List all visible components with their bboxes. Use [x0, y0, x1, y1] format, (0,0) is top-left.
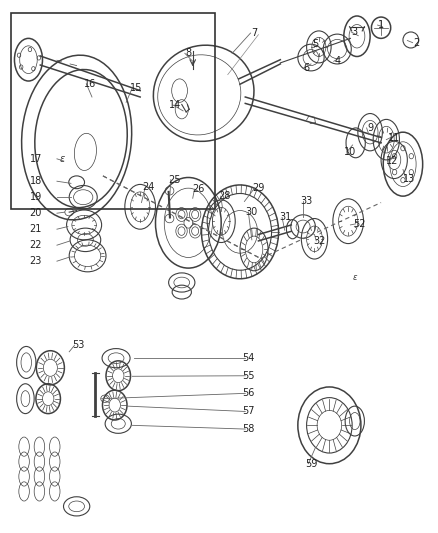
Text: ε: ε: [353, 273, 357, 281]
Text: 22: 22: [30, 240, 42, 250]
Text: 19: 19: [30, 192, 42, 202]
Text: 24: 24: [143, 182, 155, 191]
Text: 1: 1: [378, 20, 384, 30]
Text: 17: 17: [30, 154, 42, 164]
Text: 14: 14: [169, 100, 181, 110]
Text: 25: 25: [168, 175, 180, 184]
Text: 32: 32: [314, 236, 326, 246]
Text: 7: 7: [251, 28, 257, 38]
Text: 15: 15: [130, 83, 142, 93]
Text: 55: 55: [243, 371, 255, 381]
Text: 20: 20: [30, 208, 42, 218]
Text: 53: 53: [72, 341, 84, 350]
Text: 11: 11: [388, 133, 400, 142]
Text: 28: 28: [218, 191, 230, 201]
Text: 16: 16: [84, 79, 96, 88]
Text: 31: 31: [279, 213, 292, 222]
Text: ε: ε: [60, 154, 65, 164]
Text: 2: 2: [413, 38, 419, 47]
Text: 10: 10: [344, 147, 357, 157]
Text: 3: 3: [352, 27, 358, 37]
Text: 4: 4: [334, 56, 340, 66]
Text: 33: 33: [300, 197, 313, 206]
Text: 8: 8: [185, 49, 191, 58]
Text: 56: 56: [243, 389, 255, 398]
Text: 52: 52: [353, 219, 365, 229]
Text: 58: 58: [243, 424, 255, 434]
Text: 18: 18: [30, 176, 42, 186]
Text: 59: 59: [306, 459, 318, 469]
Text: 13: 13: [403, 174, 416, 183]
Text: 29: 29: [252, 183, 265, 192]
Text: 23: 23: [30, 256, 42, 266]
Text: 6: 6: [304, 63, 310, 73]
Text: 9: 9: [367, 123, 373, 133]
Text: 21: 21: [30, 224, 42, 234]
Text: 12: 12: [386, 156, 398, 166]
Bar: [11, 13, 215, 209]
Text: 57: 57: [243, 407, 255, 416]
Text: 30: 30: [246, 207, 258, 217]
Text: 26: 26: [192, 184, 204, 194]
Text: 54: 54: [243, 353, 255, 363]
Text: 5: 5: [312, 39, 318, 49]
